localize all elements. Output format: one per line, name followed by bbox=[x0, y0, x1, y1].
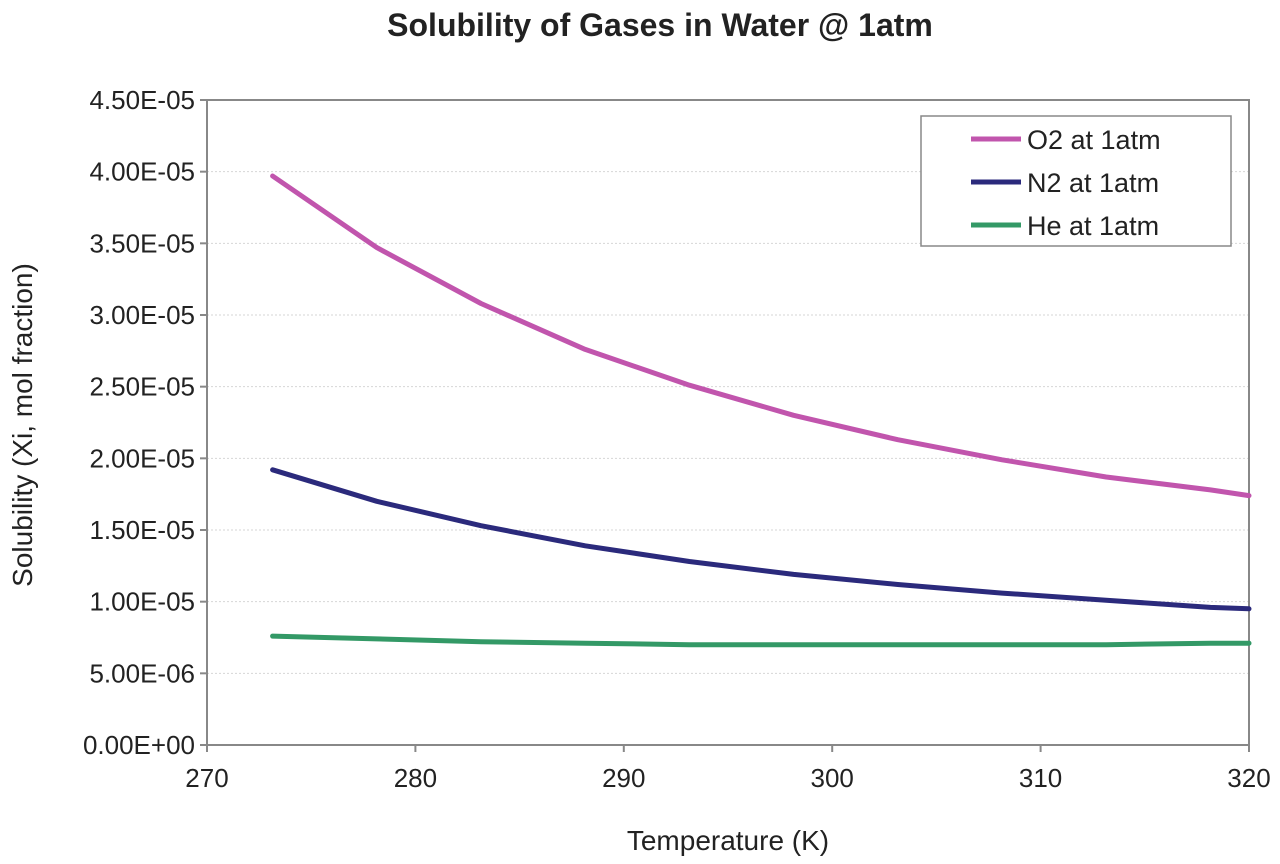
y-tick-label: 4.50E-05 bbox=[89, 85, 195, 115]
series-layer bbox=[270, 173, 1252, 648]
y-tick-label: 2.50E-05 bbox=[89, 372, 195, 402]
x-tick-layer: 270 280 290 300 310 320 bbox=[185, 745, 1271, 793]
chart-title: Solubility of Gases in Water @ 1atm bbox=[387, 7, 933, 43]
x-tick-label: 320 bbox=[1227, 763, 1270, 793]
y-tick-label: 0.00E+00 bbox=[83, 730, 195, 760]
y-axis-label: Solubility (Xi, mol fraction) bbox=[7, 263, 38, 587]
series-line-n2 bbox=[270, 467, 1252, 612]
x-tick-label: 270 bbox=[185, 763, 228, 793]
x-tick-label: 310 bbox=[1019, 763, 1062, 793]
grid-layer bbox=[207, 171, 1249, 674]
x-tick-label: 290 bbox=[602, 763, 645, 793]
y-tick-label: 1.50E-05 bbox=[89, 515, 195, 545]
y-tick-label: 2.00E-05 bbox=[89, 443, 195, 473]
y-tick-label: 3.50E-05 bbox=[89, 228, 195, 258]
plot-frame bbox=[206, 99, 1250, 746]
x-tick-label: 300 bbox=[811, 763, 854, 793]
x-axis-label: Temperature (K) bbox=[627, 825, 829, 856]
y-tick-label: 1.00E-05 bbox=[89, 587, 195, 617]
legend-label-n2: N2 at 1atm bbox=[1027, 168, 1159, 198]
x-tick-label: 280 bbox=[394, 763, 437, 793]
y-tick-label: 5.00E-06 bbox=[89, 658, 195, 688]
series-line-he bbox=[270, 633, 1252, 648]
legend-label-o2: O2 at 1atm bbox=[1027, 125, 1161, 155]
series-line-o2 bbox=[270, 173, 1252, 499]
legend: O2 at 1atm N2 at 1atm He at 1atm bbox=[920, 115, 1232, 247]
y-tick-layer: 0.00E+00 5.00E-06 1.00E-05 1.50E-05 2.00E-05… bbox=[83, 85, 207, 760]
y-tick-label: 3.00E-05 bbox=[89, 300, 195, 330]
legend-label-he: He at 1atm bbox=[1027, 211, 1159, 241]
y-tick-label: 4.00E-05 bbox=[89, 157, 195, 187]
